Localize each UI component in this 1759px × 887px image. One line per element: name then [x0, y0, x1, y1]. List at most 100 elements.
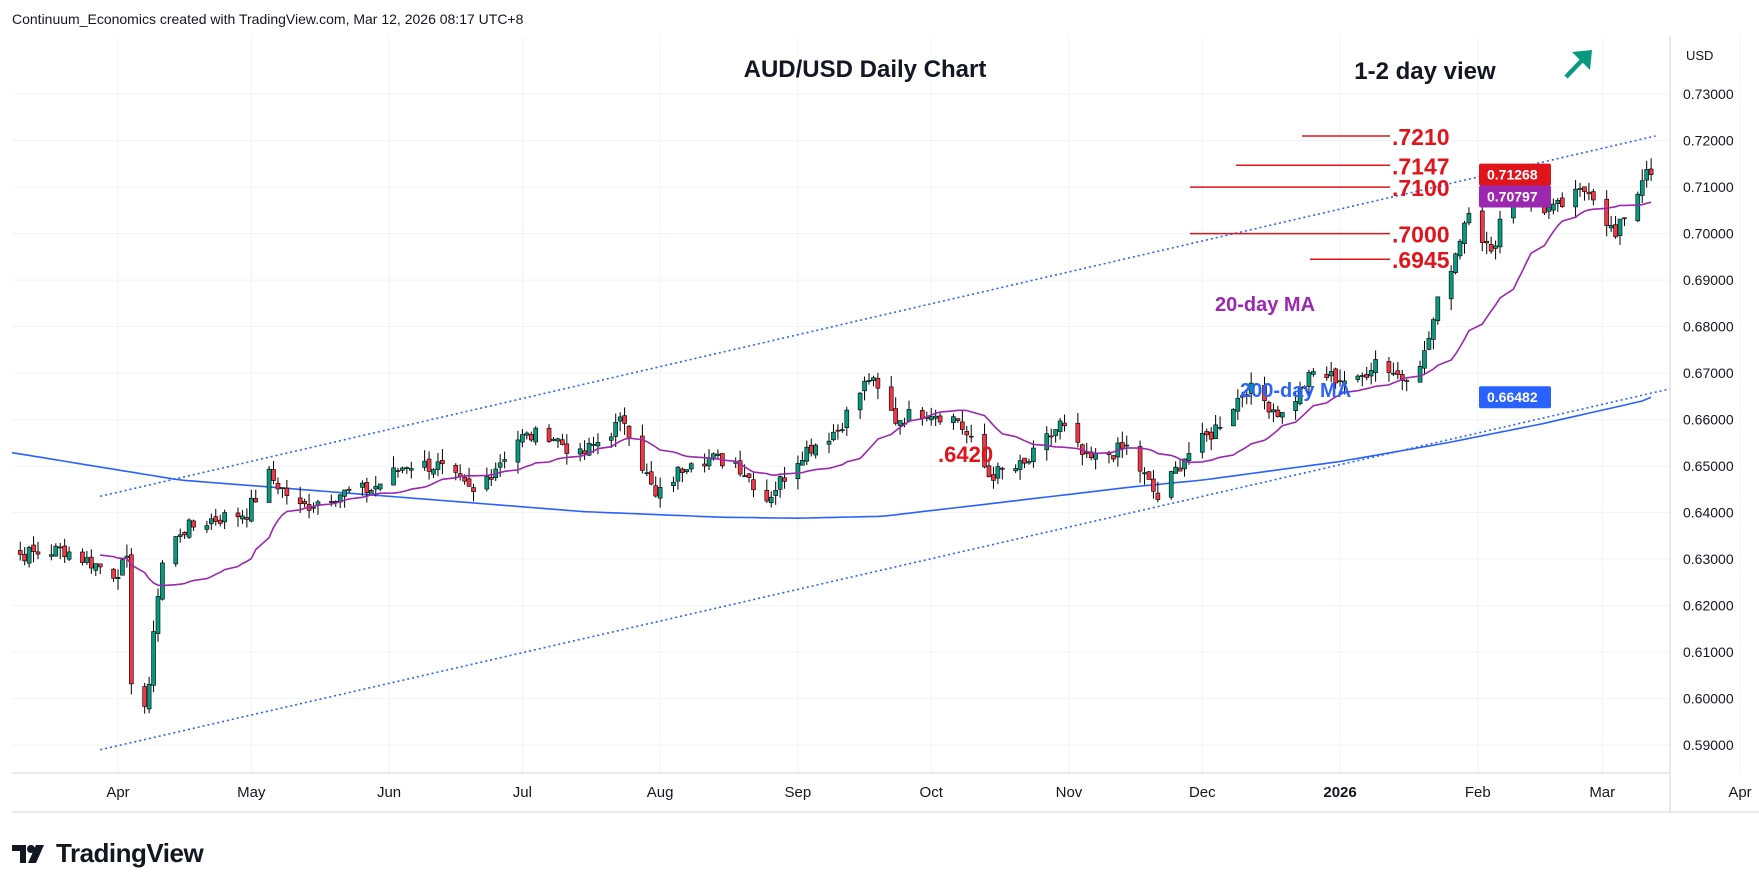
candle [1342, 371, 1347, 395]
candle [391, 456, 396, 486]
candle [342, 489, 347, 508]
candle-body [1213, 424, 1218, 440]
candle [431, 468, 436, 478]
candle-body [773, 490, 778, 496]
candle-body [235, 512, 241, 518]
candle [1551, 198, 1556, 215]
candle-body [813, 444, 818, 456]
candle-body [1208, 431, 1214, 440]
candle [982, 423, 987, 469]
candle-body [582, 450, 587, 455]
candle [875, 372, 881, 400]
candle-body [1293, 401, 1298, 411]
candle-body [191, 520, 196, 528]
candle [1391, 362, 1396, 377]
candle-body [680, 468, 685, 473]
candle [311, 502, 316, 513]
candle-body [400, 467, 405, 471]
candle-body [653, 485, 659, 497]
price-tick-label: 0.60000 [1683, 691, 1734, 707]
candle [360, 480, 365, 496]
candle-body [209, 518, 214, 525]
candle-body [1373, 359, 1378, 373]
candle-body [1084, 452, 1090, 454]
candle-body [80, 551, 85, 563]
candle [680, 467, 685, 483]
time-tick-label: Jun [377, 784, 401, 801]
candle-body [1186, 453, 1192, 461]
time-tick-label: Mar [1589, 784, 1615, 801]
price-tick-label: 0.73000 [1683, 86, 1734, 102]
candle [182, 531, 187, 540]
candle [866, 373, 872, 385]
tradingview-logo[interactable]: TradingView [12, 838, 204, 869]
candle-body [1271, 409, 1276, 413]
candle-body [1026, 461, 1032, 464]
candle [888, 376, 894, 411]
candle-body [871, 377, 876, 382]
candle-body [240, 515, 245, 520]
candle-body [431, 469, 436, 475]
view-label: 1-2 day view [1354, 58, 1496, 85]
price-tick-label: 0.70000 [1683, 226, 1734, 242]
candle-body [1591, 191, 1596, 201]
candle-body [311, 506, 316, 509]
price-axis[interactable]: 0.73000 0.72000 0.71000 0.70000 0.69000 0.680… [1683, 86, 1734, 753]
candle [1644, 160, 1649, 188]
candle-body [831, 431, 836, 441]
candle [1324, 366, 1330, 381]
price-tick-label: 0.62000 [1683, 598, 1734, 614]
candle [1146, 470, 1152, 480]
chart-attribution: Continuum_Economics created with Trading… [12, 11, 524, 27]
candle [1328, 362, 1334, 383]
candle [400, 466, 405, 474]
candle-body [1479, 210, 1485, 243]
candle-body [644, 472, 650, 475]
candle-body [1426, 337, 1432, 350]
candle [53, 543, 59, 557]
candle [640, 424, 645, 474]
candle [22, 547, 27, 566]
candle-body [1275, 409, 1281, 417]
candle-body [155, 596, 161, 634]
ma20-path [100, 201, 1652, 587]
candle-body [373, 485, 379, 490]
candle [524, 431, 530, 440]
candle-body [1391, 372, 1396, 375]
candle-body [280, 487, 285, 490]
candle-body [49, 554, 54, 557]
candle-body [440, 459, 445, 465]
candle [1604, 190, 1609, 237]
candle [520, 429, 525, 448]
candle [893, 397, 898, 426]
candle-body [675, 466, 681, 482]
candle [857, 392, 863, 419]
candle-body [577, 448, 583, 455]
candle-body [1244, 394, 1250, 396]
candle [1555, 198, 1561, 212]
candle-body [1031, 447, 1036, 462]
candle [1000, 466, 1005, 480]
candle-body [862, 380, 867, 392]
candle [1266, 400, 1272, 419]
price-tick-label: 0.68000 [1683, 319, 1734, 335]
plot-area[interactable] [12, 36, 1670, 773]
candle [1204, 428, 1210, 442]
candle-body [1639, 180, 1645, 196]
candle [560, 433, 565, 446]
candle-body [1017, 460, 1023, 470]
candle-body [1151, 478, 1156, 492]
candle-body [502, 459, 507, 462]
candle [280, 487, 285, 498]
candle-body [1266, 402, 1272, 413]
candle-body [524, 432, 530, 436]
candle [1022, 457, 1027, 469]
candle [1062, 414, 1067, 432]
candle-body [560, 439, 565, 445]
time-axis[interactable]: Apr May Jun Jul Aug Sep Oct Nov Dec 2026 Feb Mar Apr [106, 784, 1751, 801]
candle-body [484, 476, 490, 490]
candle-body [1248, 382, 1254, 394]
candle-body [551, 438, 556, 441]
candle [249, 489, 254, 523]
